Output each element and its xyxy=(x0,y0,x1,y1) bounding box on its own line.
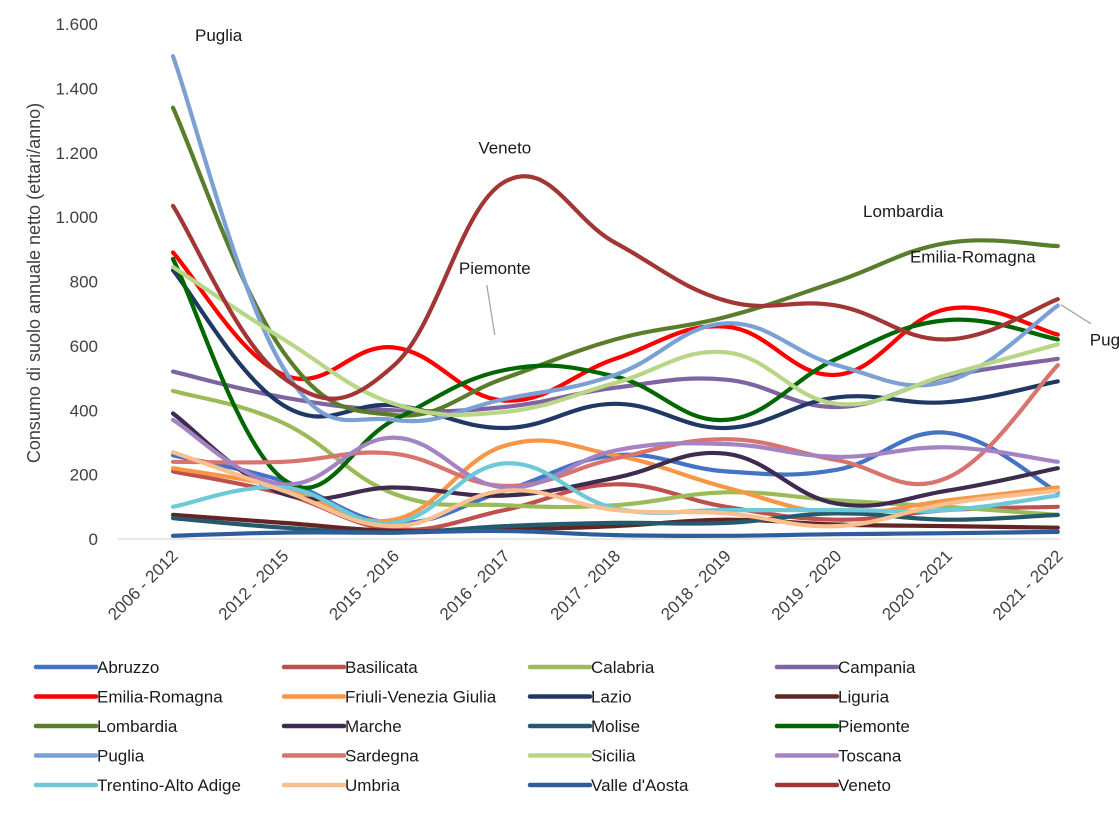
y-tick-label: 400 xyxy=(70,401,98,420)
series-line-liguria xyxy=(170,512,1060,534)
legend-label: Veneto xyxy=(838,776,891,795)
legend-item-campania: Campania xyxy=(774,658,916,677)
legend-item-basilicata: Basilicata xyxy=(281,658,418,677)
y-tick-label: 1.200 xyxy=(55,144,98,163)
legend-label: Valle d'Aosta xyxy=(591,776,689,795)
annotation-piemonte: Piemonte xyxy=(459,259,531,278)
series-line-lombardia xyxy=(170,105,1060,418)
legend-label: Trentino-Alto Adige xyxy=(97,776,241,795)
x-tick-label: 2012 - 2015 xyxy=(215,546,293,624)
legend-item-calabria: Calabria xyxy=(527,658,655,677)
annotation-veneto: Veneto xyxy=(478,139,531,158)
legend-item-toscana: Toscana xyxy=(774,747,902,766)
x-tick-label: 2019 - 2020 xyxy=(768,546,846,624)
x-tick-label: 2020 - 2021 xyxy=(878,546,956,624)
series-line-valle-d-aosta xyxy=(170,528,1060,539)
legend-item-liguria: Liguria xyxy=(774,688,890,707)
legend-item-piemonte: Piemonte xyxy=(774,717,910,736)
legend-item-umbria: Umbria xyxy=(281,776,400,795)
annotation-puglia: Puglia xyxy=(195,26,243,45)
legend-label: Marche xyxy=(345,717,402,736)
series-line-molise xyxy=(170,511,1060,535)
y-tick-label: 800 xyxy=(70,273,98,292)
series-line-sicilia xyxy=(170,264,1060,418)
y-axis-ticks: 0 200 400 600 800 1.000 1.200 1.400 1.600 xyxy=(55,15,98,549)
legend-item-sardegna: Sardegna xyxy=(281,747,419,766)
series-line-toscana xyxy=(170,417,1060,490)
legend-label: Molise xyxy=(591,717,640,736)
legend: Abruzzo Basilicata Calabria Campania Emilia-… xyxy=(33,658,916,795)
legend-label: Piemonte xyxy=(838,717,910,736)
legend-item-puglia: Puglia xyxy=(33,747,145,766)
series-lines xyxy=(170,54,1060,539)
legend-item-marche: Marche xyxy=(281,717,402,736)
x-axis-ticks: 2006 - 2012 2012 - 2015 2015 - 2016 2016 - … xyxy=(104,546,1066,624)
legend-item-veneto: Veneto xyxy=(774,776,891,795)
legend-item-friuli-venezia-giulia: Friuli-Venezia Giulia xyxy=(281,688,497,707)
annotation-lombardia: Lombardia xyxy=(863,202,944,221)
legend-label: Campania xyxy=(838,658,916,677)
legend-item-molise: Molise xyxy=(527,717,640,736)
legend-label: Abruzzo xyxy=(97,658,159,677)
legend-label: Sardegna xyxy=(345,747,419,766)
series-line-lazio xyxy=(170,268,1060,431)
legend-label: Emilia-Romagna xyxy=(97,688,223,707)
y-tick-label: 600 xyxy=(70,337,98,356)
legend-item-trentino-alto-adige: Trentino-Alto Adige xyxy=(33,776,241,795)
legend-item-lazio: Lazio xyxy=(527,688,632,707)
legend-label: Umbria xyxy=(345,776,400,795)
y-tick-label: 1.000 xyxy=(55,208,98,227)
legend-label: Basilicata xyxy=(345,658,418,677)
legend-label: Liguria xyxy=(838,688,890,707)
x-tick-label: 2006 - 2012 xyxy=(104,546,182,624)
legend-label: Lombardia xyxy=(97,717,178,736)
annotation-leader xyxy=(1060,304,1092,325)
legend-label: Puglia xyxy=(97,747,145,766)
legend-item-sicilia: Sicilia xyxy=(527,747,636,766)
legend-item-emilia-romagna: Emilia-Romagna xyxy=(33,688,223,707)
legend-item-abruzzo: Abruzzo xyxy=(33,658,159,677)
series-line-sardegna xyxy=(170,363,1060,489)
legend-label: Lazio xyxy=(591,688,632,707)
legend-item-lombardia: Lombardia xyxy=(33,717,178,736)
x-tick-label: 2021 - 2022 xyxy=(989,546,1067,624)
legend-item-valle-d-aosta: Valle d'Aosta xyxy=(527,776,689,795)
legend-label: Sicilia xyxy=(591,747,636,766)
y-tick-label: 1.600 xyxy=(55,15,98,34)
series-line-piemonte xyxy=(170,256,1060,490)
y-tick-label: 0 xyxy=(89,530,98,549)
y-axis-label: Consumo di suolo annuale netto (ettari/a… xyxy=(24,103,44,463)
x-tick-label: 2018 - 2019 xyxy=(657,546,735,624)
legend-label: Calabria xyxy=(591,658,655,677)
annotation-leader xyxy=(486,284,496,336)
series-line-marche xyxy=(170,411,1060,508)
annotation-emilia-romagna: Emilia-Romagna xyxy=(910,248,1036,267)
y-tick-label: 1.400 xyxy=(55,79,98,98)
series-line-friuli-venezia-giulia xyxy=(170,438,1060,524)
series-line-umbria xyxy=(170,450,1060,529)
series-line-veneto xyxy=(170,174,1060,401)
series-line-puglia xyxy=(170,54,1060,424)
y-tick-label: 200 xyxy=(70,466,98,485)
annotation-puglia: Puglia xyxy=(1090,331,1119,350)
legend-label: Friuli-Venezia Giulia xyxy=(345,688,497,707)
x-tick-label: 2017 - 2018 xyxy=(547,546,625,624)
x-tick-label: 2015 - 2016 xyxy=(325,546,403,624)
legend-label: Toscana xyxy=(838,747,902,766)
x-tick-label: 2016 - 2017 xyxy=(436,546,514,624)
annotations: Puglia Veneto Piemonte Lombardia Emilia-Roma… xyxy=(195,26,1119,349)
